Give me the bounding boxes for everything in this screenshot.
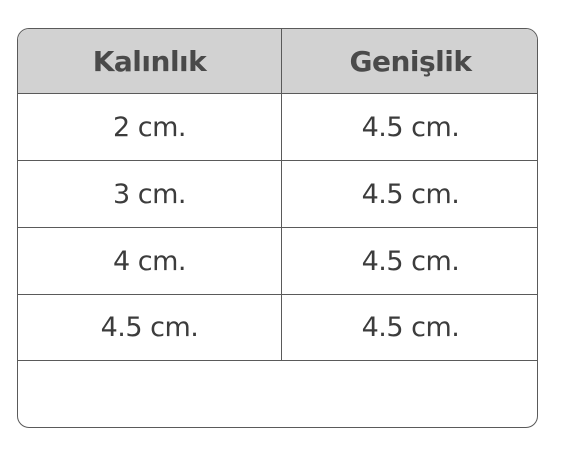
table-cell-thickness: 4.5 cm. bbox=[18, 295, 282, 360]
table-row: 4.5 cm. 4.5 cm. bbox=[18, 295, 537, 361]
table-header-row: Kalınlık Genişlik bbox=[18, 29, 537, 94]
table-row: 3 cm. 4.5 cm. bbox=[18, 161, 537, 228]
table-cell-width: 4.5 cm. bbox=[361, 312, 460, 343]
empty-table-row bbox=[18, 361, 537, 427]
header-cell-width: Genişlik bbox=[349, 44, 473, 78]
table-cell-thickness: 3 cm. bbox=[18, 161, 282, 227]
table-cell-thickness: 2 cm. bbox=[18, 94, 282, 160]
header-cell-thickness: Kalınlık bbox=[18, 29, 282, 93]
table-cell-width: 4.5 cm. bbox=[361, 111, 460, 143]
dimensions-table: Kalınlık Genişlik 2 cm. 4.5 cm. 3 cm. 4.… bbox=[17, 28, 538, 428]
table-cell-width: 4.5 cm. bbox=[361, 245, 460, 277]
table-row: 2 cm. 4.5 cm. bbox=[18, 94, 537, 161]
table-row: 4 cm. 4.5 cm. bbox=[18, 228, 537, 295]
table-cell-width: 4.5 cm. bbox=[361, 178, 460, 210]
table-cell-thickness: 4 cm. bbox=[18, 228, 282, 294]
